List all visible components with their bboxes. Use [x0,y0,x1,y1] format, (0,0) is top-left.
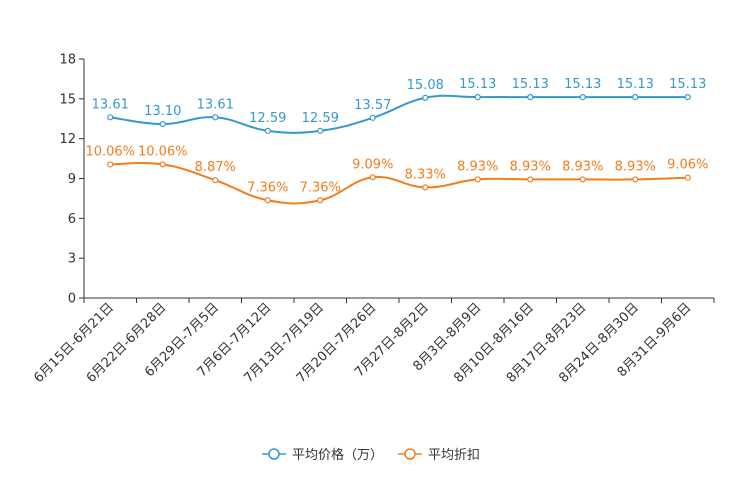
data-label: 15.08 [407,78,444,93]
data-label: 8.93% [562,159,603,174]
data-label: 7.36% [300,180,341,195]
data-label: 13.10 [144,104,181,119]
data-point[interactable] [369,174,376,181]
data-point[interactable] [159,161,166,168]
data-point[interactable] [422,94,429,101]
legend-item-1[interactable]: 平均价格（万） [262,447,383,463]
data-label: 10.06% [138,144,188,159]
data-point[interactable] [212,177,219,184]
y-tick-label: 6 [68,212,76,227]
data-label: 15.13 [512,77,549,92]
data-point[interactable] [632,94,639,101]
y-tick-label: 0 [68,292,76,307]
series-line-1 [110,94,688,134]
data-point[interactable] [317,127,324,134]
data-label: 12.59 [302,111,339,126]
legend-label: 平均折扣 [428,448,480,463]
data-point[interactable] [107,161,114,168]
data-label: 9.09% [352,157,393,172]
data-label: 8.93% [510,159,551,174]
data-point[interactable] [317,197,324,204]
data-label: 10.06% [85,144,135,159]
data-point[interactable] [422,184,429,191]
legend-marker [268,448,280,460]
data-label: 13.61 [197,97,234,112]
legend-item-2[interactable]: 平均折扣 [398,448,480,463]
data-point[interactable] [474,176,481,183]
data-point[interactable] [107,114,114,121]
data-label: 8.87% [195,160,236,175]
data-point[interactable] [684,94,691,101]
data-label: 9.06% [667,158,708,173]
data-label: 15.13 [669,77,706,92]
y-tick-label: 15 [59,92,76,107]
data-point[interactable] [684,174,691,181]
data-label: 8.93% [615,159,656,174]
data-point[interactable] [264,127,271,134]
data-point[interactable] [579,176,586,183]
legend-label: 平均价格（万） [292,447,383,463]
data-label: 13.57 [354,98,391,113]
y-tick-label: 18 [59,53,76,68]
data-label: 12.59 [249,111,286,126]
data-point[interactable] [527,176,534,183]
data-label: 15.13 [459,77,496,92]
data-point[interactable] [527,94,534,101]
legend-marker [404,448,416,460]
series-line-2 [110,162,688,205]
data-point[interactable] [212,114,219,121]
y-tick-label: 9 [68,172,76,187]
data-point[interactable] [264,197,271,204]
data-label: 15.13 [617,77,654,92]
data-point[interactable] [632,176,639,183]
data-point[interactable] [369,114,376,121]
data-point[interactable] [474,94,481,101]
data-label: 8.33% [405,167,446,182]
y-tick-label: 3 [68,252,76,267]
data-label: 7.36% [247,180,288,195]
data-point[interactable] [579,94,586,101]
data-point[interactable] [159,120,166,128]
data-label: 13.61 [92,97,129,112]
data-label: 8.93% [457,159,498,174]
data-label: 15.13 [564,77,601,92]
y-tick-label: 12 [59,132,76,147]
